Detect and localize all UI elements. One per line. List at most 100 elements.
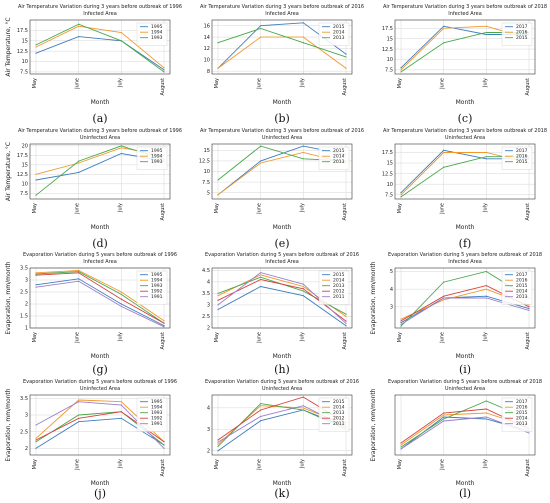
x-axis-label: Month: [91, 353, 110, 360]
y-tick-label: 1: [25, 326, 28, 332]
data-point: [302, 158, 304, 160]
y-tick-label: 10: [387, 182, 393, 188]
data-point: [217, 299, 219, 301]
y-tick-label: 3: [25, 413, 28, 419]
data-point: [400, 442, 402, 444]
data-point: [35, 44, 37, 46]
data-point: [485, 33, 487, 36]
y-tick-label: 3: [390, 305, 393, 311]
legend-entry: 2016: [516, 30, 528, 36]
legend-entry: 2013: [333, 283, 345, 289]
y-tick-label: 3: [25, 278, 28, 284]
panel-caption: (l): [459, 487, 471, 500]
legend-entry: 2016: [516, 154, 528, 160]
data-point: [217, 42, 219, 44]
panel-caption: (g): [92, 363, 108, 376]
chart-i: Evaporation Variation during 5 years bef…: [370, 252, 542, 376]
panel-caption: (j): [94, 487, 106, 500]
data-point: [35, 46, 37, 48]
x-tick-label: June: [440, 332, 446, 344]
data-point: [400, 196, 402, 198]
data-point: [400, 323, 402, 326]
data-point: [443, 414, 445, 416]
data-point: [302, 409, 304, 411]
y-tick-label: 2: [207, 448, 210, 454]
legend-entry: 2011: [333, 421, 345, 427]
chart-d: Air Temperature Variation during 3 years…: [5, 128, 182, 250]
data-point: [260, 420, 262, 422]
legend-entry: 1995: [151, 24, 163, 30]
data-point: [302, 295, 304, 297]
y-axis-label: Evaporation, mm/month: [370, 261, 377, 334]
x-tick-label: June: [257, 459, 263, 471]
data-point: [260, 36, 262, 38]
chart-title: Air Temperature Variation during 3 years…: [383, 4, 547, 10]
x-tick-label: August: [342, 459, 348, 477]
data-point: [35, 52, 37, 54]
x-tick-label: June: [440, 78, 446, 90]
y-tick-label: 2.5: [202, 314, 210, 320]
data-point: [302, 42, 304, 44]
panel-caption: (f): [459, 237, 472, 250]
legend-entry: 1994: [151, 405, 163, 411]
data-point: [35, 284, 37, 286]
legend-entry: 2012: [333, 416, 345, 422]
x-tick-label: July: [482, 203, 488, 213]
y-tick-label: 2: [25, 446, 28, 452]
panel-caption: (c): [458, 112, 473, 125]
data-point: [302, 151, 304, 154]
legend-entry: 2014: [516, 289, 528, 295]
data-point: [485, 270, 487, 273]
data-point: [78, 280, 80, 282]
data-point: [443, 166, 445, 168]
data-point: [485, 31, 487, 34]
data-point: [163, 447, 165, 449]
x-tick-label: May: [214, 332, 220, 342]
data-point: [345, 322, 347, 324]
chart-title: Evaporation Variation during 5 years bef…: [388, 379, 542, 385]
x-axis-label: Month: [456, 353, 475, 360]
legend-box: [318, 397, 350, 432]
legend-box: [501, 397, 533, 432]
data-point: [35, 272, 37, 274]
x-tick-label: August: [525, 332, 531, 350]
y-axis-label: Air Temperature, °C: [5, 142, 12, 201]
legend-entry: 1991: [151, 294, 163, 300]
data-point: [120, 147, 122, 149]
legend-box: [318, 22, 350, 46]
x-tick-label: May: [214, 78, 220, 88]
data-point: [78, 25, 80, 27]
series-line-1995: [35, 278, 165, 327]
legend-entry: 2013: [516, 421, 528, 427]
data-point: [120, 303, 122, 305]
x-tick-label: July: [299, 332, 305, 342]
data-point: [120, 291, 122, 293]
y-tick-label: 12: [204, 46, 210, 52]
chart-l: Evaporation Variation during 5 years bef…: [370, 379, 542, 500]
data-point: [163, 326, 165, 328]
series-line-1995: [35, 36, 165, 71]
y-tick-label: 3: [207, 427, 210, 433]
x-tick-label: May: [32, 459, 38, 469]
chart-h: Evaporation Variation during 5 years bef…: [202, 252, 359, 376]
data-point: [443, 420, 445, 422]
x-tick-label: May: [32, 332, 38, 342]
data-point: [485, 288, 487, 290]
y-tick-label: 15: [387, 161, 393, 167]
x-tick-label: July: [482, 459, 488, 469]
data-point: [485, 412, 487, 414]
data-point: [528, 432, 530, 434]
chart-a: Air Temperature Variation during 3 years…: [5, 4, 182, 125]
legend-entry: 1993: [151, 35, 163, 41]
y-tick-label: 10: [387, 57, 393, 63]
data-point: [400, 69, 402, 71]
data-point: [443, 27, 445, 29]
y-tick-label: 16: [204, 23, 210, 29]
x-tick-label: July: [117, 203, 123, 213]
data-point: [345, 313, 347, 315]
data-point: [260, 160, 262, 162]
y-tick-label: 2: [207, 326, 210, 332]
legend-entry: 2013: [333, 159, 345, 165]
